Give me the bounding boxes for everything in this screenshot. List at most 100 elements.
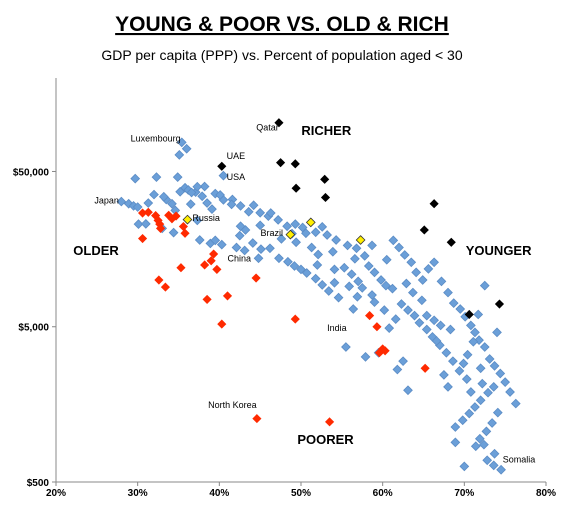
data-point-other (130, 173, 141, 184)
y-tick-label: $5,000 (18, 323, 49, 334)
data-point-other (310, 227, 321, 238)
data-point-other (342, 240, 353, 251)
x-tick-label: 40% (209, 488, 229, 499)
data-point-other (435, 320, 446, 331)
data-point-other (329, 277, 340, 288)
data-point-other (429, 257, 439, 268)
data-point-other (360, 351, 371, 362)
data-point-other (443, 287, 453, 298)
data-point-other (421, 310, 432, 321)
data-point-other (353, 276, 364, 287)
data-point-richer (494, 299, 505, 309)
data-point-other (329, 264, 340, 275)
data-point-other (459, 461, 470, 472)
data-point-other (398, 356, 408, 367)
data-point-other (172, 172, 183, 182)
data-point-other (492, 407, 503, 418)
data-point-older-poorer (290, 314, 300, 324)
data-point-other (167, 198, 177, 209)
data-point-other (333, 292, 344, 303)
data-point-other (457, 415, 468, 426)
data-point-older-poorer (222, 291, 233, 301)
data-point-other (235, 221, 246, 232)
data-point-highlight (182, 214, 193, 225)
region-label: RICHER (301, 123, 351, 138)
data-point-other (450, 437, 461, 448)
data-point-other (215, 190, 226, 200)
data-point-older-poorer (138, 233, 148, 244)
data-point-other (317, 280, 328, 290)
data-point-other (394, 242, 404, 253)
data-point-other (473, 309, 484, 320)
data-point-other (403, 305, 413, 315)
data-point-other (273, 214, 283, 225)
data-point-other (441, 347, 452, 358)
data-point-other (306, 242, 317, 253)
data-point-other (310, 273, 321, 284)
x-tick-label: 30% (128, 488, 148, 499)
data-point-other (301, 268, 312, 278)
data-point-other (346, 269, 357, 280)
data-point-other (483, 387, 493, 398)
data-point-other (384, 323, 395, 333)
country-label: Qatar (256, 122, 279, 132)
data-point-other (369, 267, 380, 278)
data-point-older-poorer (176, 263, 186, 273)
data-point-other (276, 234, 287, 244)
data-point-other (381, 254, 392, 265)
data-point-older-poorer (217, 319, 227, 329)
axes (55, 78, 546, 483)
data-point-other (454, 365, 465, 376)
data-point-other (481, 426, 492, 437)
data-point-other (312, 260, 323, 270)
data-point-richer (320, 174, 330, 184)
data-point-highlight (285, 229, 296, 240)
data-point-other (296, 264, 306, 275)
data-point-other (510, 398, 521, 409)
data-point-older-poorer (160, 282, 170, 292)
data-point-other (256, 244, 266, 255)
data-point-richer (276, 158, 286, 168)
data-point-other (376, 275, 386, 285)
data-point-other (202, 198, 212, 208)
data-point-older-poorer (420, 363, 430, 373)
data-point-other (408, 287, 418, 298)
data-point-older-poorer (325, 417, 335, 427)
region-label: YOUNGER (466, 243, 532, 258)
data-point-other (387, 283, 398, 294)
data-point-other (403, 385, 413, 396)
data-point-other (396, 299, 407, 309)
tick-labels: 20% 30% 40% 50% 60% 70% 80% $500 $5,000 $50,000 (13, 167, 556, 499)
country-label: USA (227, 172, 246, 182)
data-point-other (255, 207, 266, 218)
data-point-other (439, 369, 449, 380)
data-point-other (458, 358, 469, 369)
data-point-older-poorer (372, 322, 382, 332)
data-point-other (248, 200, 259, 211)
data-point-other (181, 143, 192, 154)
data-point-richer (446, 237, 456, 247)
country-label: UAE (227, 151, 246, 161)
data-point-other (339, 262, 350, 273)
data-point-other (409, 310, 420, 321)
data-point-other (392, 364, 403, 375)
data-point-other (194, 235, 205, 245)
data-point-other (466, 387, 476, 397)
data-point-other (488, 381, 499, 392)
data-point-other (235, 201, 246, 211)
data-point-other (357, 282, 368, 293)
data-point-other (369, 297, 380, 308)
data-point-other (352, 291, 363, 302)
data-point-other (344, 281, 355, 292)
data-point-other (474, 433, 485, 444)
data-point-older-poorer (206, 256, 216, 266)
data-point-older-poorer (251, 273, 261, 283)
country-label: Somalia (503, 454, 536, 464)
data-point-older-poorer (202, 294, 212, 304)
data-point-other (484, 354, 495, 364)
data-point-richer (291, 183, 301, 193)
data-point-other (381, 280, 391, 291)
data-point-other (411, 267, 422, 278)
data-point-other (462, 349, 473, 360)
country-label: Brazil (261, 228, 284, 238)
